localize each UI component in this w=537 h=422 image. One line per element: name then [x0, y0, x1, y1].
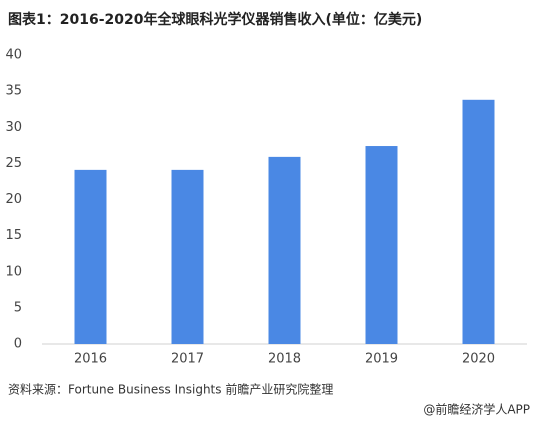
x-tick-label: 2016 — [74, 352, 107, 367]
bar — [268, 156, 301, 344]
x-tick-label: 2019 — [365, 352, 398, 367]
y-tick-label: 10 — [5, 264, 22, 279]
y-tick-label: 5 — [14, 300, 22, 315]
y-tick-label: 15 — [5, 228, 22, 243]
bar — [171, 169, 204, 344]
y-tick-label: 35 — [5, 84, 22, 99]
y-tick-label: 40 — [5, 48, 22, 63]
x-tick-label: 2020 — [462, 352, 495, 367]
x-tick-label: 2017 — [171, 352, 204, 367]
source-note: 资料来源：Fortune Business Insights 前瞻产业研究院整理 — [8, 382, 333, 397]
bar — [462, 99, 495, 344]
chart-title: 图表1：2016-2020年全球眼科光学仪器销售收入(单位：亿美元) — [8, 11, 422, 28]
y-tick-label: 30 — [5, 120, 22, 135]
y-tick-label: 20 — [5, 192, 22, 207]
bar — [74, 169, 107, 344]
x-tick-label: 2018 — [268, 352, 301, 367]
y-tick-label: 0 — [14, 337, 22, 352]
bar — [365, 146, 398, 344]
y-tick-label: 25 — [5, 156, 22, 171]
footer-credit: @前瞻经济学人APP — [423, 402, 530, 417]
